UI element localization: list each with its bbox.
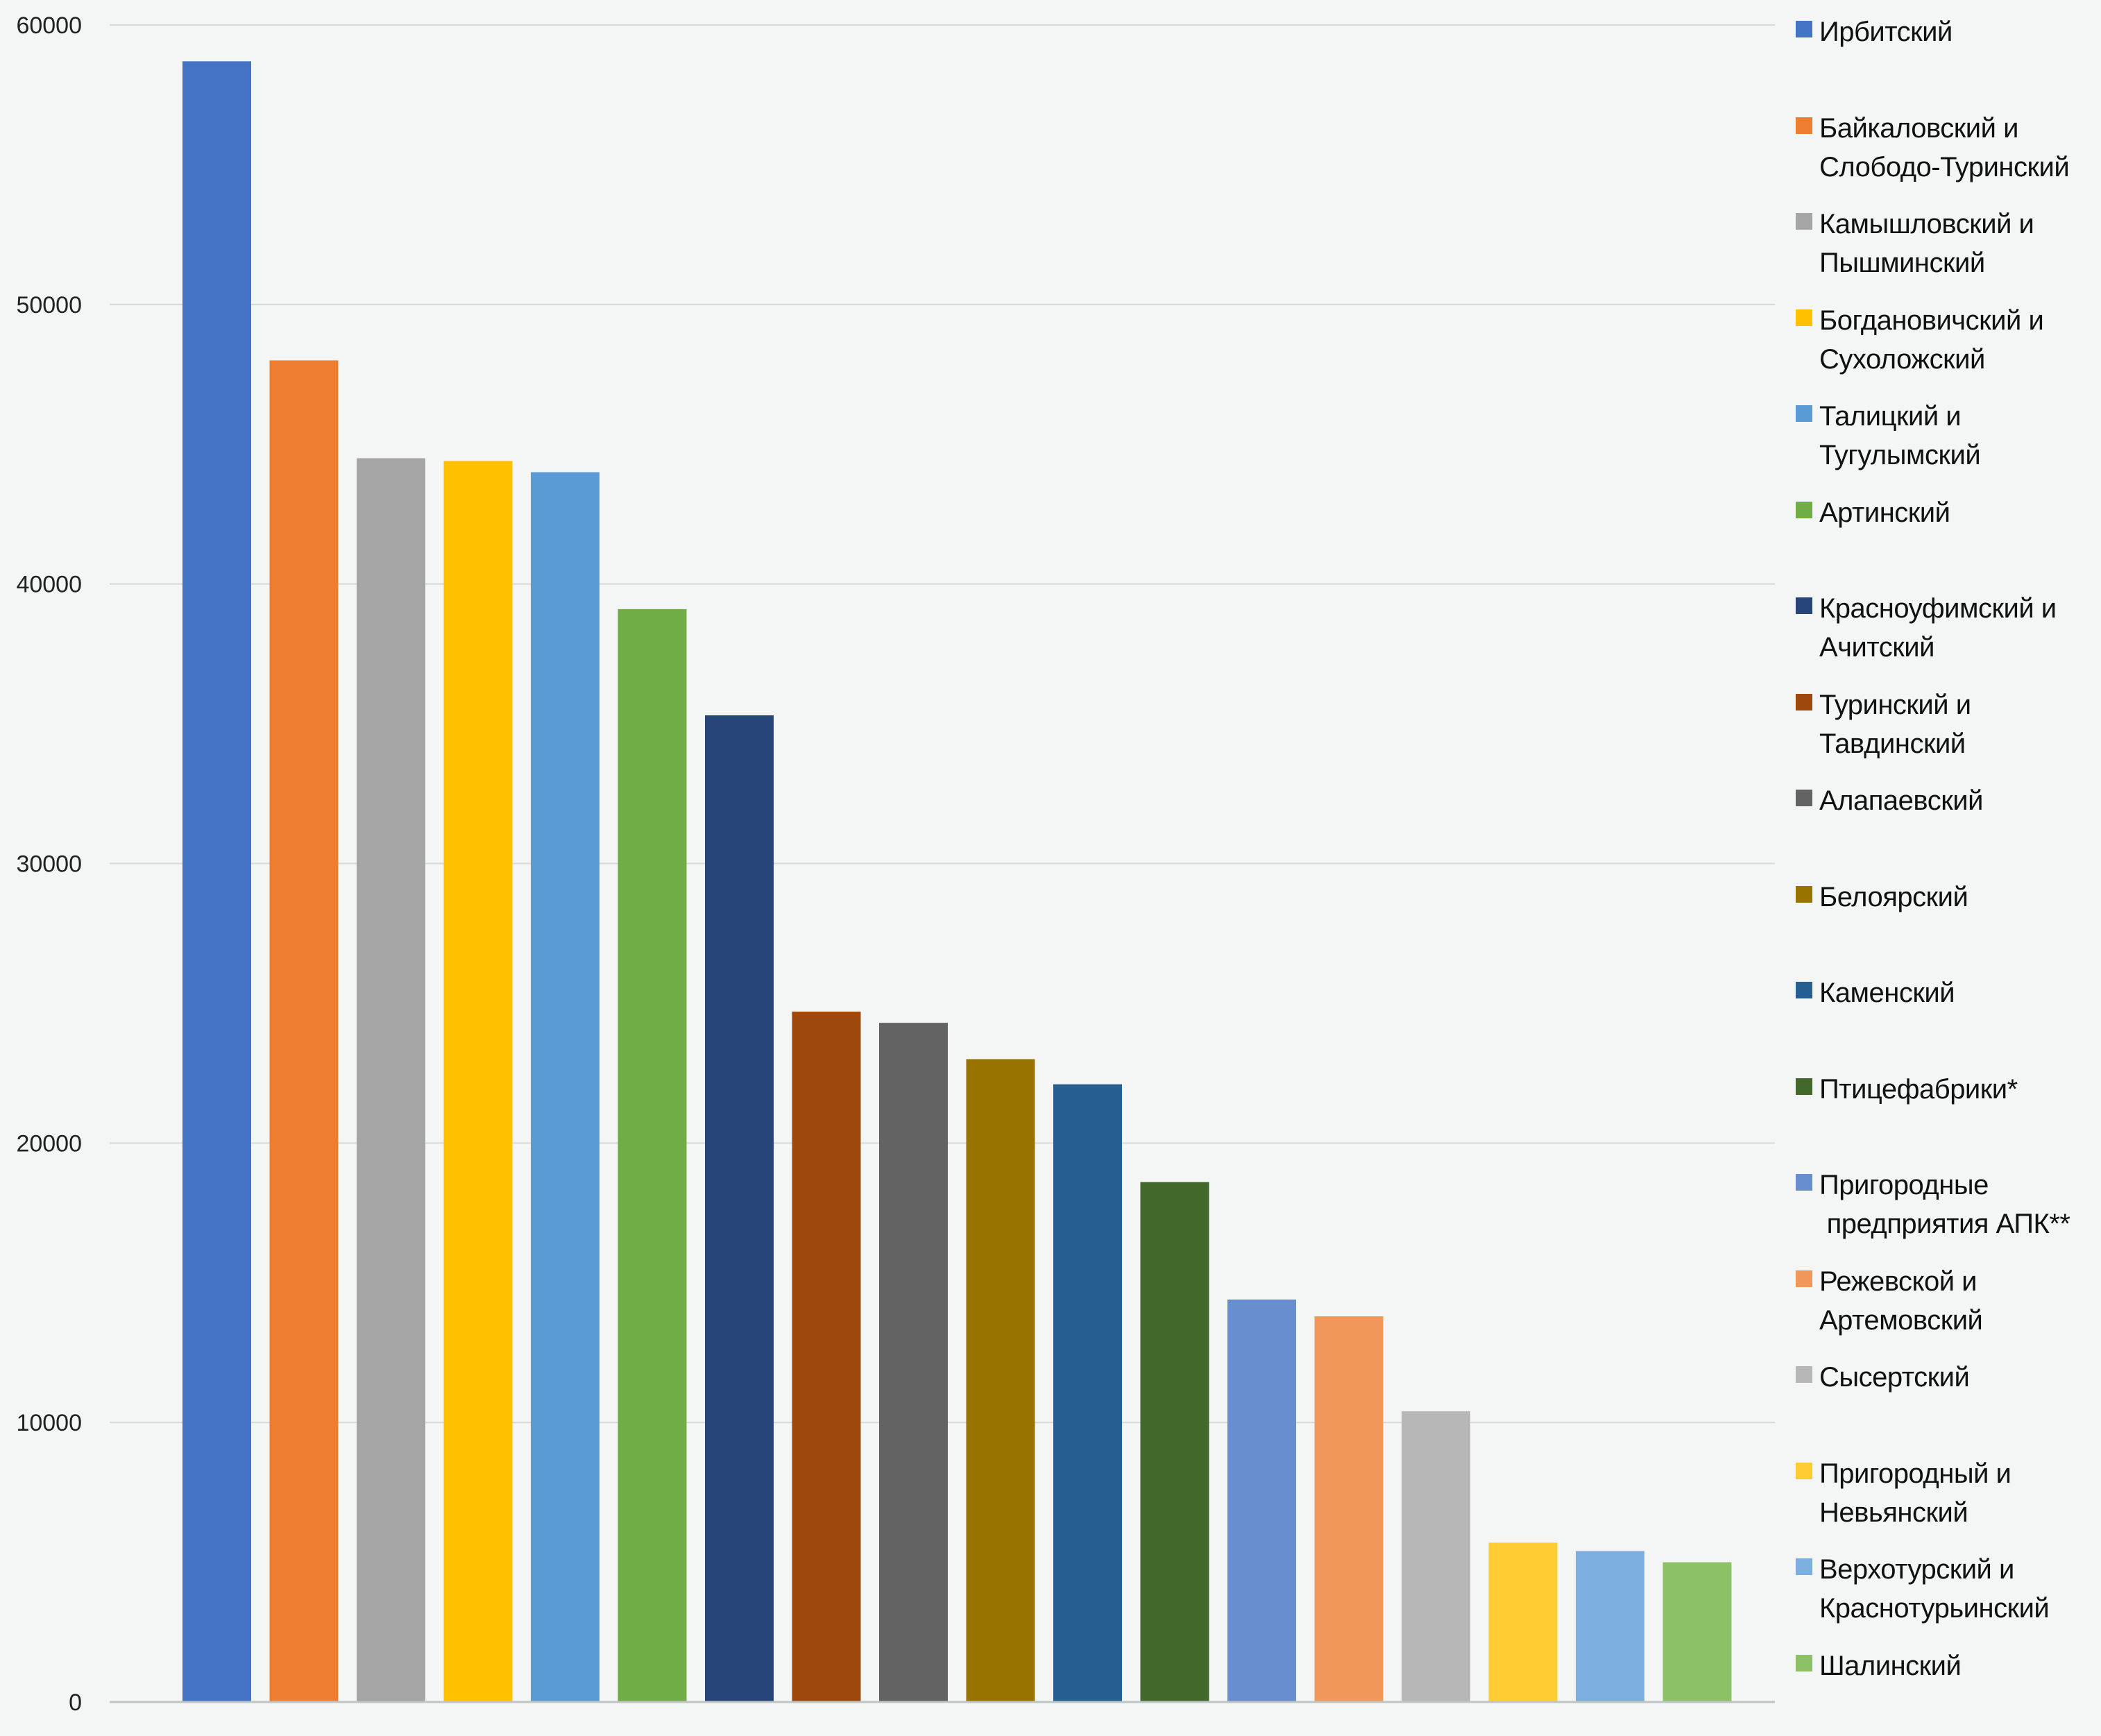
legend-swatch xyxy=(1796,21,1812,37)
bar xyxy=(1402,1411,1470,1702)
legend-swatch xyxy=(1796,885,1812,903)
bar xyxy=(269,360,339,1702)
legend-swatch xyxy=(1796,1462,1812,1479)
legend-swatch xyxy=(1796,117,1812,134)
legend-label: Красноуфимский и Ачитский xyxy=(1819,593,2057,663)
bar xyxy=(1662,1562,1732,1702)
y-tick-label: 40000 xyxy=(16,572,82,598)
legend-label: Богдановичский и Сухоложский xyxy=(1819,305,2044,375)
y-tick-label: 30000 xyxy=(16,851,82,878)
bar xyxy=(1314,1316,1384,1702)
y-tick-label: 10000 xyxy=(16,1410,82,1436)
legend-swatch xyxy=(1796,405,1812,422)
legend-label: Туринский и Тавдинский xyxy=(1819,689,1971,759)
legend-label: Байкаловский и Слободо-Туринский xyxy=(1819,112,2070,182)
bar xyxy=(1227,1299,1296,1702)
legend-label: Алапаевский xyxy=(1819,785,1983,816)
bar xyxy=(966,1059,1035,1702)
legend: Ирбитский Байкаловский и Слободо-Турински… xyxy=(1796,0,2101,1736)
bar xyxy=(705,715,774,1702)
bar xyxy=(1053,1084,1122,1702)
legend-label: Каменский xyxy=(1819,978,1955,1008)
legend-swatch xyxy=(1796,597,1812,614)
legend-swatch xyxy=(1796,1174,1812,1191)
legend-label: Верхотурский и Краснотурьинский xyxy=(1819,1554,2050,1624)
y-tick-label: 0 xyxy=(69,1690,82,1716)
y-tick-label: 50000 xyxy=(16,292,82,318)
bar xyxy=(792,1012,861,1702)
legend-label: Сысертский xyxy=(1819,1362,1970,1393)
legend-swatch xyxy=(1796,790,1812,806)
legend-label: Пригородный и Невьянский xyxy=(1819,1458,2011,1528)
bar xyxy=(618,609,687,1703)
bar xyxy=(443,461,513,1703)
y-axis-tick-labels: 0 10000 20000 30000 40000 50000 60000 xyxy=(16,12,82,1716)
legend-swatch xyxy=(1796,1366,1812,1383)
bar xyxy=(1576,1551,1644,1702)
legend-label: Шалинский xyxy=(1819,1650,1962,1681)
legend-swatch xyxy=(1796,501,1812,518)
bar xyxy=(531,472,599,1702)
bar xyxy=(1488,1542,1558,1702)
legend-swatch xyxy=(1796,1270,1812,1287)
legend-swatch xyxy=(1796,693,1812,710)
bars xyxy=(182,61,1732,1703)
legend-label: Камышловский и Пышминский xyxy=(1819,209,2034,278)
bar xyxy=(182,61,251,1702)
legend-swatch xyxy=(1796,1078,1812,1095)
legend-label: Птицефабрики* xyxy=(1819,1073,2018,1105)
legend-swatch xyxy=(1796,1558,1812,1575)
legend-label: Пригородные предприятия АПК** xyxy=(1819,1170,2070,1239)
y-tick-label: 20000 xyxy=(16,1130,82,1157)
bar xyxy=(1140,1182,1209,1702)
legend-swatch xyxy=(1796,1654,1812,1671)
legend-label: Артинский xyxy=(1819,497,1950,528)
legend-label: Режевской и Артемовский xyxy=(1819,1266,1983,1336)
legend-swatch xyxy=(1796,309,1812,326)
y-tick-label: 60000 xyxy=(16,12,82,39)
bar xyxy=(357,458,425,1703)
legend-swatch xyxy=(1796,213,1812,230)
legend-label: Ирбитский xyxy=(1819,17,1953,47)
bar xyxy=(879,1023,948,1702)
legend-label: Талицкий и Тугулымский xyxy=(1819,401,1981,470)
legend-swatch xyxy=(1796,982,1812,998)
legend-label: Белоярский xyxy=(1819,881,1968,912)
